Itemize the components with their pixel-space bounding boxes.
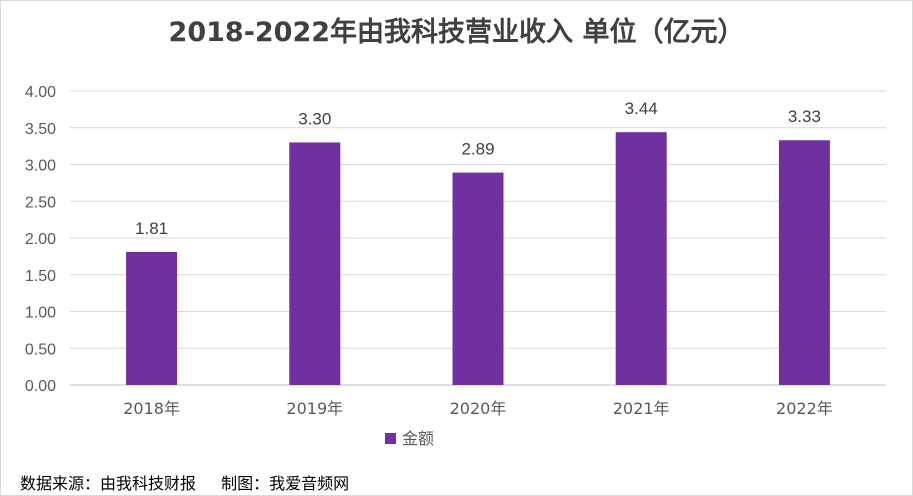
y-tick-label: 2.50 bbox=[25, 194, 56, 211]
y-tick-label: 3.50 bbox=[25, 121, 56, 138]
source-note: 数据来源：由我科技财报 bbox=[20, 474, 197, 493]
legend-label: 金额 bbox=[402, 429, 434, 448]
y-tick-label: 0.00 bbox=[25, 378, 56, 395]
x-tick-label: 2022年 bbox=[776, 399, 833, 418]
y-tick-label: 0.50 bbox=[25, 341, 56, 358]
bar bbox=[452, 172, 504, 385]
bar bbox=[126, 251, 178, 385]
legend-swatch bbox=[385, 433, 396, 444]
y-tick-label: 1.50 bbox=[25, 268, 56, 285]
data-label: 3.44 bbox=[625, 99, 658, 118]
data-label: 1.81 bbox=[135, 219, 168, 238]
y-tick-label: 4.00 bbox=[25, 84, 56, 101]
data-label: 2.89 bbox=[461, 140, 494, 159]
x-tick-label: 2018年 bbox=[123, 399, 180, 418]
y-tick-label: 2.00 bbox=[25, 231, 56, 248]
bar bbox=[615, 132, 667, 385]
chart-title: 2018-2022年由我科技营业收入 单位（亿元） bbox=[168, 17, 745, 48]
footer: 数据来源：由我科技财报 制图：我爱音频网 bbox=[20, 470, 369, 494]
x-tick-label: 2020年 bbox=[450, 399, 507, 418]
y-tick-label: 3.00 bbox=[25, 158, 56, 175]
bar bbox=[289, 142, 341, 385]
data-label: 3.33 bbox=[788, 107, 821, 126]
x-tick-label: 2019年 bbox=[286, 399, 343, 418]
x-tick-label: 2021年 bbox=[613, 399, 670, 418]
y-tick-label: 1.00 bbox=[25, 305, 56, 322]
maker-note: 制图：我爱音频网 bbox=[221, 474, 350, 493]
data-label: 3.30 bbox=[298, 109, 331, 128]
bar bbox=[778, 140, 830, 385]
